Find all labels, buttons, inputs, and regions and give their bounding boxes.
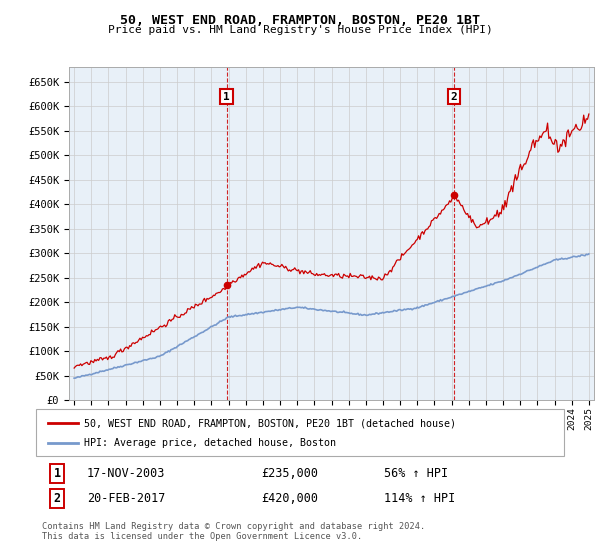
Text: Contains HM Land Registry data © Crown copyright and database right 2024.
This d: Contains HM Land Registry data © Crown c… xyxy=(42,522,425,542)
Text: Price paid vs. HM Land Registry's House Price Index (HPI): Price paid vs. HM Land Registry's House … xyxy=(107,25,493,35)
Text: 50, WEST END ROAD, FRAMPTON, BOSTON, PE20 1BT: 50, WEST END ROAD, FRAMPTON, BOSTON, PE2… xyxy=(120,14,480,27)
Text: 2: 2 xyxy=(53,492,61,505)
Text: £420,000: £420,000 xyxy=(261,492,318,505)
Text: 50, WEST END ROAD, FRAMPTON, BOSTON, PE20 1BT (detached house): 50, WEST END ROAD, FRAMPTON, BOSTON, PE2… xyxy=(84,418,456,428)
Text: £235,000: £235,000 xyxy=(261,466,318,480)
Text: 2: 2 xyxy=(451,92,457,101)
Text: 20-FEB-2017: 20-FEB-2017 xyxy=(87,492,166,505)
Text: 56% ↑ HPI: 56% ↑ HPI xyxy=(384,466,448,480)
Text: 1: 1 xyxy=(53,466,61,480)
Text: 17-NOV-2003: 17-NOV-2003 xyxy=(87,466,166,480)
Text: 114% ↑ HPI: 114% ↑ HPI xyxy=(384,492,455,505)
Text: HPI: Average price, detached house, Boston: HPI: Average price, detached house, Bost… xyxy=(84,438,336,448)
Text: 1: 1 xyxy=(223,92,230,101)
